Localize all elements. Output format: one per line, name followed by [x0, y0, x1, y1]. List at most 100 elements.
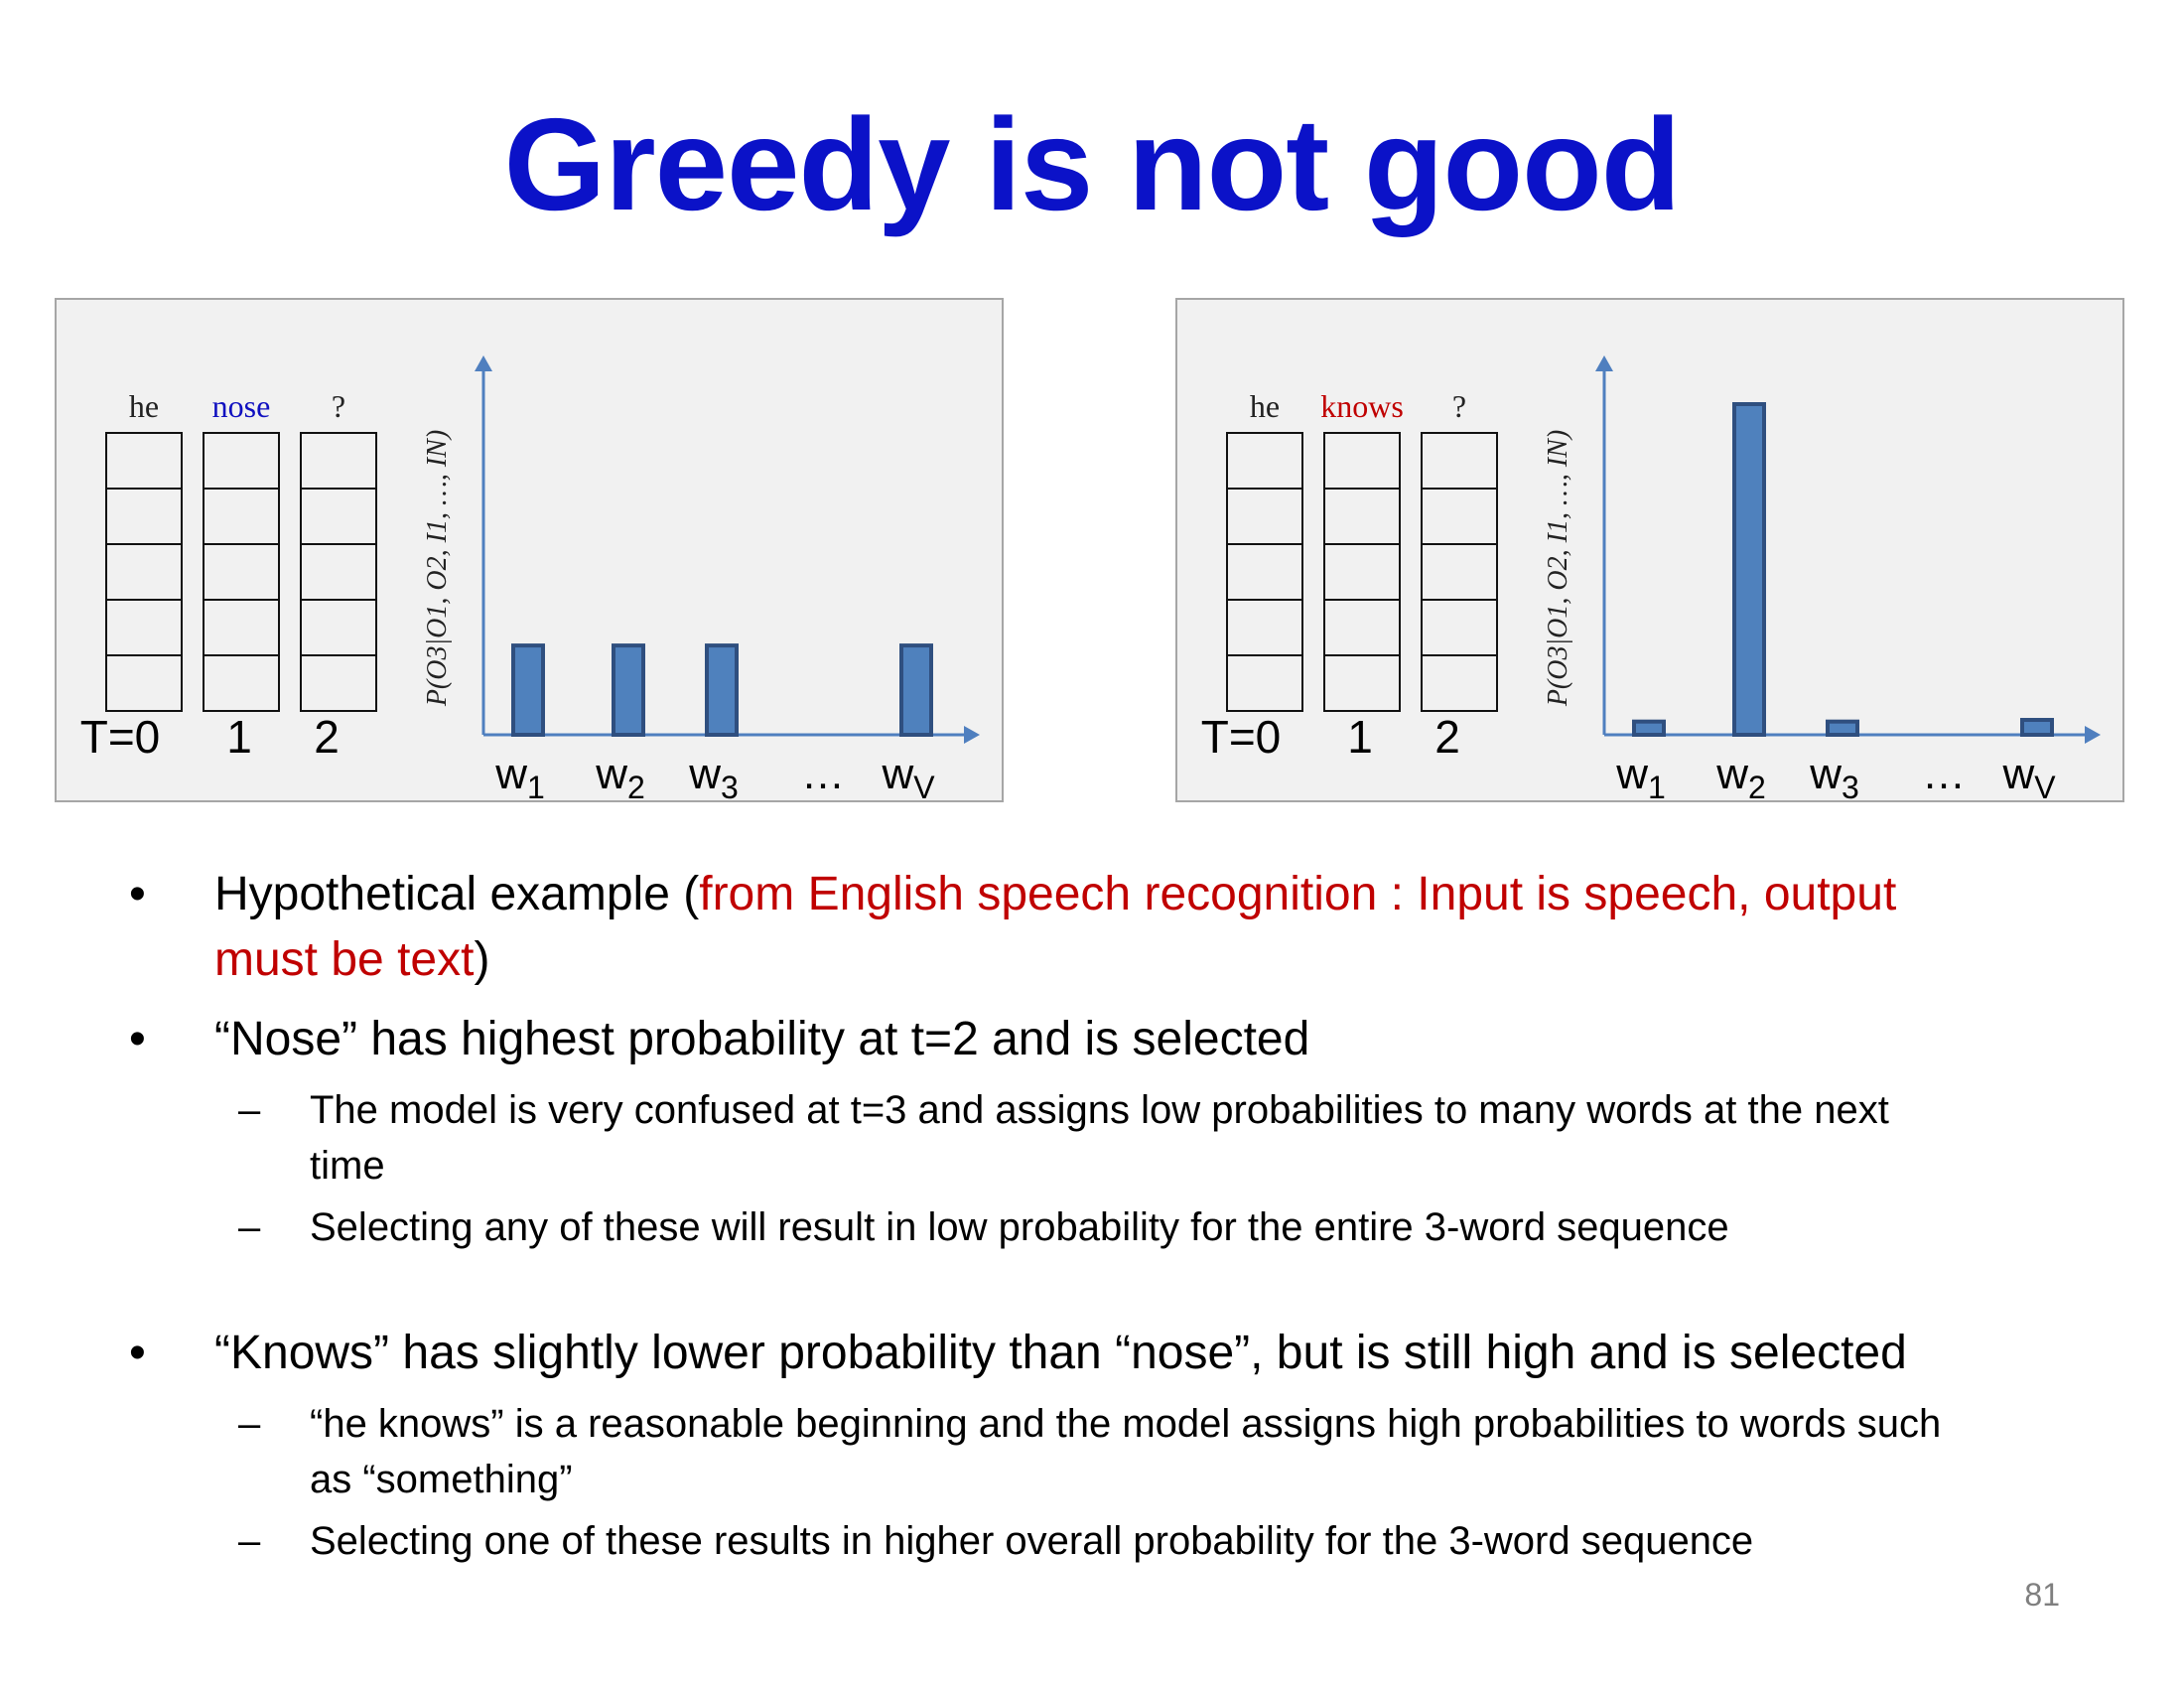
- x-tick-label: w2: [595, 750, 645, 804]
- dash-mark: –: [238, 1519, 261, 1563]
- bar-w3: [1826, 719, 1859, 737]
- x-tick-label: w1: [494, 750, 545, 804]
- dash-mark: –: [238, 1402, 261, 1446]
- column-word-label: ?: [332, 388, 345, 424]
- bullet-hypothetical: Hypothetical example (from English speec…: [214, 862, 2081, 993]
- figure-svg: he nose ? T=0 1 2 P(O3|O1, O2, I1, …, IN) w1 w2 w…: [80, 355, 980, 804]
- state-cell: [203, 599, 280, 656]
- state-cell: [1421, 599, 1498, 656]
- dash-mark: –: [238, 1088, 261, 1132]
- bullet-red-text: from English speech recognition : Input …: [699, 868, 1897, 920]
- state-cell: [1226, 543, 1303, 601]
- state-cell: [203, 543, 280, 601]
- state-cell: [300, 432, 377, 490]
- x-tick-label: w2: [1715, 750, 1766, 804]
- x-tick-label: wV: [2001, 750, 2056, 804]
- subbullet-text: “he knows” is a reasonable beginning and…: [310, 1402, 1942, 1446]
- figure-svg: he knows ? T=0 1 2 P(O3|O1, O2, I1, …, IN) w1 w2…: [1201, 355, 2101, 804]
- state-cell: [300, 543, 377, 601]
- state-cell: [105, 543, 183, 601]
- bar-w3: [705, 643, 739, 737]
- time-step-label: T=0: [80, 711, 161, 763]
- column-word-label: nose: [212, 388, 271, 424]
- y-axis-arrow: [1595, 355, 1613, 371]
- state-cell: [1226, 654, 1303, 712]
- y-axis-arrow: [475, 355, 492, 371]
- bullet-text: Hypothetical example (: [214, 868, 700, 920]
- time-step-label: T=0: [1201, 711, 1282, 763]
- page-number: 81: [2024, 1577, 2060, 1613]
- state-cell: [1421, 432, 1498, 490]
- slide-title: Greedy is not good: [503, 91, 1682, 237]
- state-column: [1226, 432, 1303, 712]
- subbullet-text: The model is very confused at t=3 and as…: [310, 1088, 1889, 1132]
- x-tick-label: wV: [881, 750, 935, 804]
- state-cell: [300, 654, 377, 712]
- bullet-text: ): [474, 933, 490, 986]
- bar-wV: [899, 643, 933, 737]
- bar-w2: [612, 643, 645, 737]
- left-figure-panel: he nose? T=0 1 2 P(O3|O1, O2, I1, …, IN) w1 w2 w…: [55, 298, 1004, 804]
- subbullet-reasonable: “he knows” is a reasonable beginning and…: [310, 1396, 2097, 1507]
- bullet-knows: “Knows” has slightly lower probability t…: [214, 1327, 1907, 1379]
- bullet-mark: •: [129, 1327, 146, 1379]
- column-word-label: ?: [1452, 388, 1466, 424]
- state-cell: [300, 488, 377, 545]
- bar-wV: [2020, 718, 2054, 738]
- state-cell: [1323, 654, 1401, 712]
- state-cell: [300, 599, 377, 656]
- bullet-mark: •: [129, 868, 146, 920]
- state-cell: [203, 488, 280, 545]
- x-axis-arrow: [964, 726, 980, 744]
- subbullet-higher-prob: Selecting one of these results in higher…: [310, 1519, 1754, 1563]
- bar-w1: [1632, 719, 1666, 737]
- state-cell: [1226, 432, 1303, 490]
- state-cell: [1323, 432, 1401, 490]
- state-cell: [1226, 599, 1303, 656]
- x-tick-label: …: [801, 750, 845, 798]
- column-word-label: he: [129, 388, 159, 424]
- x-tick-label: w3: [1809, 750, 1859, 804]
- state-cell: [105, 654, 183, 712]
- state-column: [300, 432, 377, 712]
- y-axis-label: P(O3|O1, O2, I1, …, IN): [1543, 430, 1573, 707]
- bar-w2: [1732, 402, 1766, 737]
- bar-w1: [511, 643, 545, 737]
- state-cell: [1323, 543, 1401, 601]
- state-cell: [105, 599, 183, 656]
- state-cell: [1323, 488, 1401, 545]
- state-column: [105, 432, 183, 712]
- column-word-label: knows: [1320, 388, 1404, 424]
- subbullet-text: time: [310, 1144, 385, 1188]
- subbullet-text: as “something”: [310, 1458, 573, 1501]
- state-cell: [1421, 488, 1498, 545]
- state-cell: [105, 432, 183, 490]
- column-word-label: he: [1250, 388, 1280, 424]
- time-step-label: 2: [1434, 711, 1460, 763]
- right-figure-panel: he knows? T=0 1 2 P(O3|O1, O2, I1, …, IN) w1 w2…: [1175, 298, 2124, 804]
- state-cell: [203, 432, 280, 490]
- bullet-red-text: must be text: [214, 933, 475, 986]
- subbullet-confused: The model is very confused at t=3 and as…: [310, 1082, 2097, 1194]
- time-step-label: 1: [1347, 711, 1373, 763]
- time-step-label: 2: [314, 711, 340, 763]
- state-column: [203, 432, 280, 712]
- x-tick-label: w1: [1615, 750, 1666, 804]
- y-axis-label: P(O3|O1, O2, I1, …, IN): [422, 430, 453, 707]
- state-cell: [105, 488, 183, 545]
- state-cell: [1226, 488, 1303, 545]
- time-step-label: 1: [226, 711, 252, 763]
- state-cell: [1421, 543, 1498, 601]
- dash-mark: –: [238, 1205, 261, 1249]
- bullet-nose: “Nose” has highest probability at t=2 an…: [214, 1013, 1310, 1065]
- state-cell: [1421, 654, 1498, 712]
- state-cell: [1323, 599, 1401, 656]
- x-axis-arrow: [2085, 726, 2101, 744]
- state-cell: [203, 654, 280, 712]
- x-tick-label: …: [1922, 750, 1966, 798]
- x-tick-label: w3: [688, 750, 739, 804]
- state-column: [1421, 432, 1498, 712]
- subbullet-low-prob: Selecting any of these will result in lo…: [310, 1205, 1729, 1249]
- state-column: [1323, 432, 1401, 712]
